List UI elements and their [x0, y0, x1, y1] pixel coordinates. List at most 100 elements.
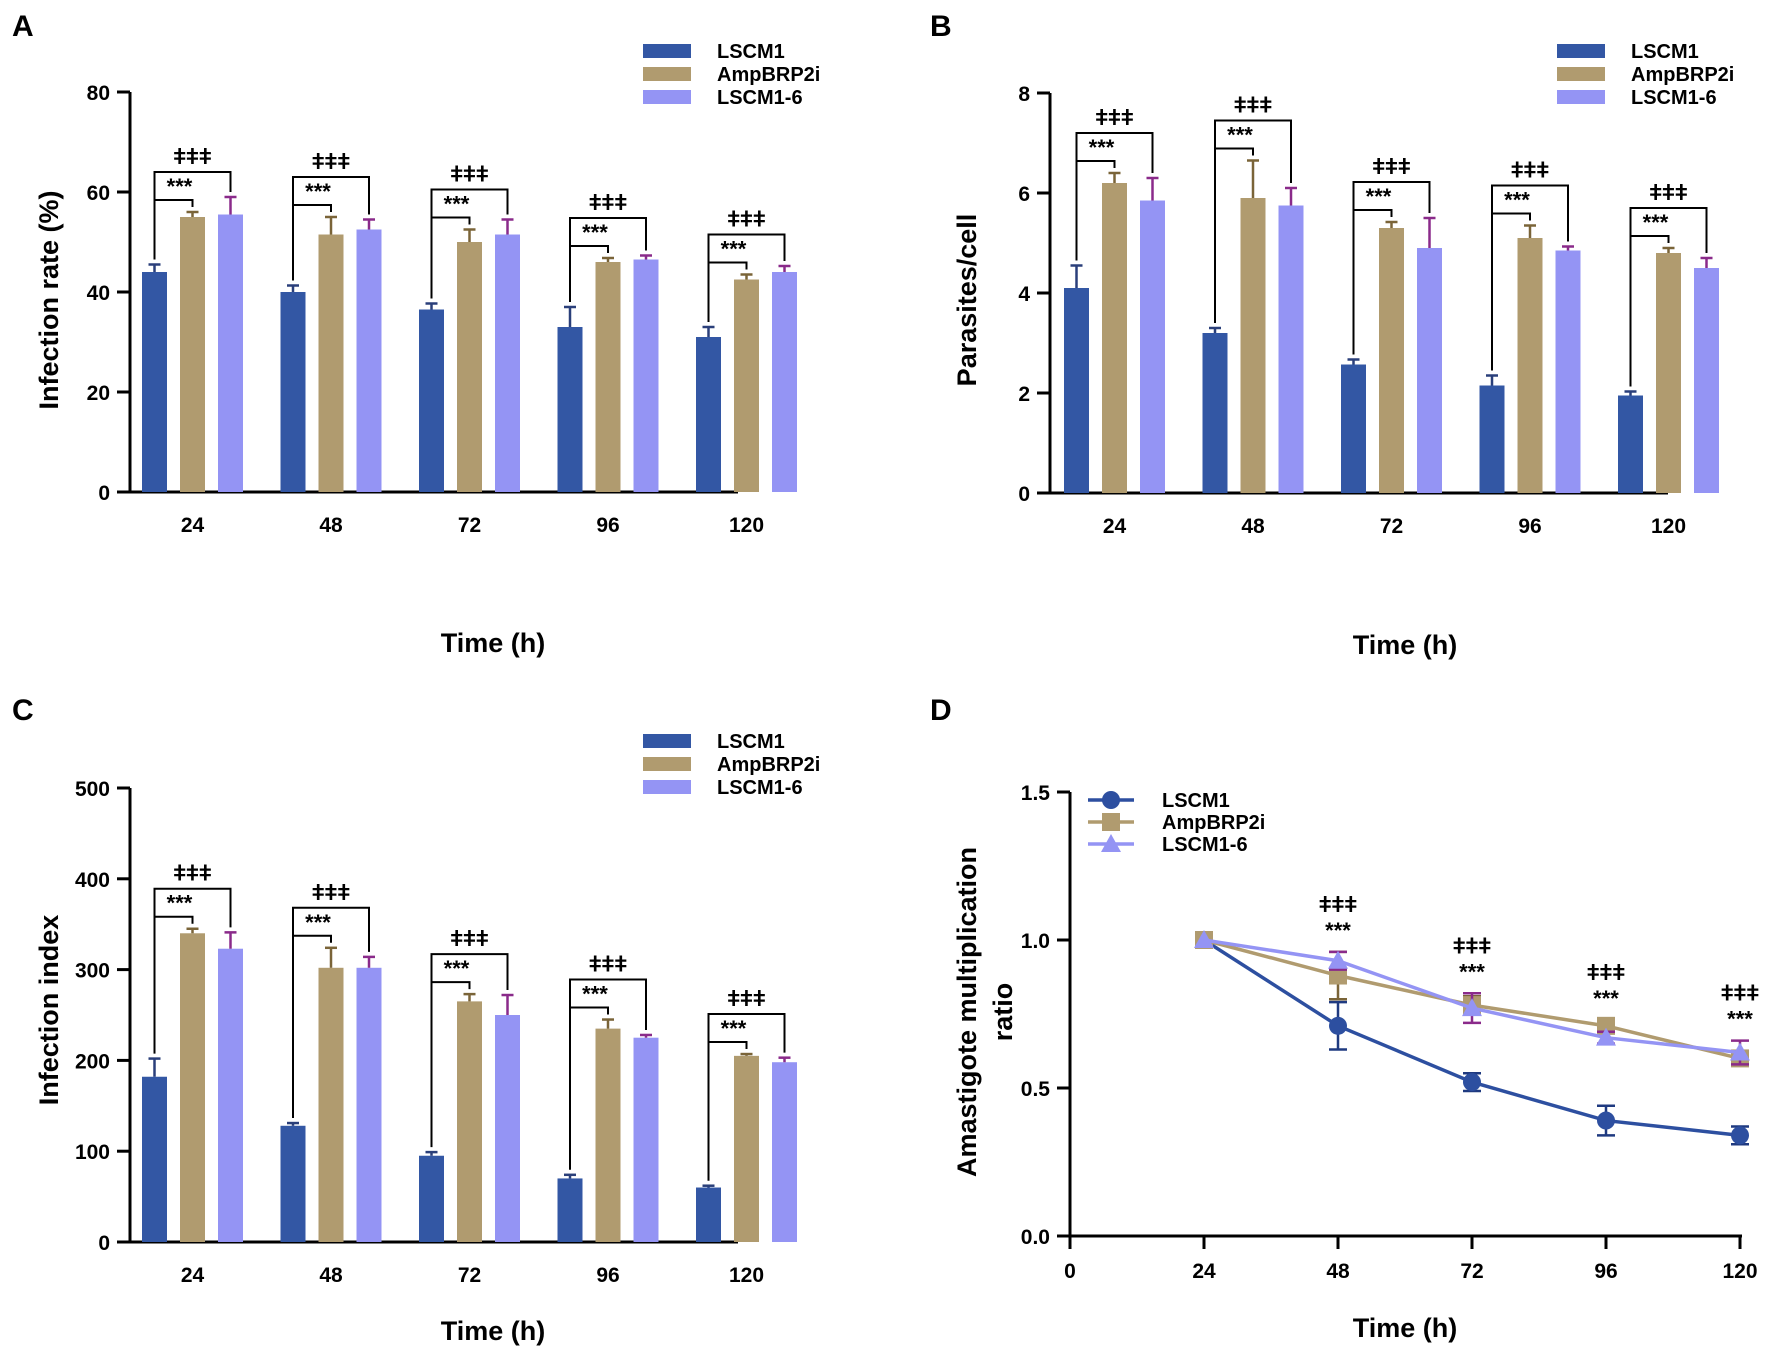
sig-marker-outer: ǂǂǂ: [589, 190, 628, 215]
x-tick-label: 48: [1326, 1260, 1350, 1283]
sig-bracket-outer: [1491, 184, 1569, 242]
y-tick-label: 500: [75, 778, 110, 801]
sig-marker-outer: ǂǂǂ: [450, 162, 489, 187]
legend-swatch-ampbrp2i: [1557, 67, 1605, 81]
sig-marker-outer: ǂǂǂ: [173, 144, 212, 169]
legend-marker: [1102, 813, 1120, 831]
x-tick-label: 48: [319, 1264, 343, 1287]
y-tick-label: 80: [87, 82, 110, 105]
sig-marker-outer: ǂǂǂ: [589, 952, 628, 977]
sig-bracket-outer: [1629, 207, 1708, 253]
sig-bracket-inner: [1352, 209, 1393, 355]
x-tick-label: 24: [1192, 1260, 1216, 1283]
sig-bracket-outer: [569, 217, 647, 251]
x-tick-label: 72: [1380, 515, 1403, 538]
y-tick-label: 0.0: [1021, 1226, 1050, 1249]
bar-lscm1-48: [280, 1125, 306, 1242]
y-tick-label: 8: [1018, 83, 1030, 106]
marker-ampbrp2i-96: [1597, 1016, 1615, 1035]
sig-bracket-inner: [153, 199, 194, 260]
sig-marker-inner: ***: [1727, 1007, 1753, 1032]
sig-marker-outer: ǂǂǂ: [1095, 105, 1134, 130]
legend-label: LSCM1-6: [1162, 834, 1248, 856]
y-tick-label: 20: [87, 382, 110, 405]
bar-lscm1-6-48: [1278, 205, 1304, 493]
y-tick-label: 0: [1018, 483, 1030, 506]
bar-ampbrp2i-72: [457, 1001, 482, 1242]
y-tick-label: 6: [1018, 183, 1030, 206]
x-tick-label: 96: [596, 1264, 619, 1287]
sig-marker-inner: ***: [721, 1016, 747, 1041]
y-tick-label: 1.0: [1021, 930, 1050, 953]
legend-swatch-ampbrp2i: [643, 757, 691, 771]
sig-bracket-outer: [1352, 181, 1431, 213]
x-tick-label: 72: [458, 1264, 481, 1287]
y-tick-label: 0.5: [1021, 1078, 1051, 1101]
y-tick-label: 4: [1018, 283, 1030, 306]
legend-label: LSCM1-6: [717, 87, 803, 109]
x-tick-label: 96: [596, 514, 619, 537]
sig-marker-outer: ǂǂǂ: [1234, 93, 1273, 118]
bar-ampbrp2i-96: [595, 1028, 621, 1242]
y-axis-title: Parasites/cell: [952, 214, 982, 387]
bar-lscm1-6-96: [633, 259, 659, 492]
panel-label: C: [12, 694, 34, 727]
sig-bracket-outer: [430, 188, 509, 218]
x-tick-label: 0: [1064, 1260, 1076, 1283]
panel-a: A 0 20 40 60 80 24 *** ǂǂǂ 48 *** ǂǂǂ 72 *** ǂǂǂ 96 *** ǂ…: [12, 10, 820, 658]
x-tick-label: 72: [1460, 1260, 1483, 1283]
legend-label: AmpBRP2i: [1162, 812, 1265, 834]
sig-marker-outer: ǂǂǂ: [1453, 933, 1492, 958]
x-tick-label: 24: [181, 1264, 205, 1287]
sig-marker-inner: ***: [721, 237, 747, 262]
sig-marker-outer: ǂǂǂ: [312, 149, 351, 174]
sig-bracket-outer: [1075, 132, 1154, 173]
bar-lscm1-6-120: [772, 1062, 797, 1242]
sig-bracket-outer: [153, 887, 232, 928]
sig-marker-inner: ***: [1366, 184, 1392, 209]
bar-lscm1-6-48: [356, 967, 382, 1242]
bar-ampbrp2i-48: [1240, 198, 1266, 493]
bar-lscm1-24: [142, 1076, 167, 1242]
panel-d: D0.00.51.01.50 24 48 72 96 120***ǂǂǂ***ǂǂǂ***…: [930, 694, 1759, 1343]
sig-marker-outer: ǂǂǂ: [1721, 981, 1760, 1006]
bar-ampbrp2i-120: [734, 1055, 759, 1242]
bar-lscm1-72: [419, 309, 444, 492]
x-tick-label: 120: [1722, 1260, 1757, 1283]
bar-lscm1-6-72: [1417, 248, 1442, 493]
legend-marker: [1101, 834, 1121, 852]
legend-swatch-ampbrp2i: [643, 67, 691, 81]
x-tick-label: 72: [458, 514, 481, 537]
sig-bracket-outer: [430, 953, 509, 991]
sig-bracket-inner: [1629, 235, 1670, 387]
sig-bracket-outer: [569, 978, 647, 1030]
x-tick-label: 48: [319, 514, 343, 537]
sig-marker-inner: ***: [1325, 918, 1351, 943]
sig-marker-outer: ǂǂǂ: [312, 880, 351, 905]
bar-ampbrp2i-24: [1102, 183, 1127, 493]
y-tick-label: 0: [98, 1232, 110, 1255]
bar-ampbrp2i-24: [180, 933, 205, 1242]
sig-bracket-outer: [292, 176, 370, 215]
marker-lscm1-6-72: [1462, 998, 1482, 1017]
sig-marker-outer: ǂǂǂ: [1319, 892, 1358, 917]
y-tick-label: 40: [87, 282, 110, 305]
x-axis-title: Time (h): [1353, 1313, 1458, 1343]
marker-lscm1-48: [1329, 1016, 1347, 1035]
x-tick-label: 48: [1241, 515, 1265, 538]
sig-marker-inner: ***: [167, 174, 193, 199]
bar-ampbrp2i-120: [734, 279, 759, 492]
sig-marker-inner: ***: [305, 910, 331, 935]
sig-marker-inner: ***: [582, 220, 608, 245]
bar-lscm1-6-72: [495, 234, 520, 492]
bar-ampbrp2i-72: [1379, 228, 1404, 493]
bar-lscm1-48: [280, 292, 306, 492]
legend-label: LSCM1: [1631, 41, 1699, 63]
legend-label: AmpBRP2i: [717, 754, 820, 776]
bar-lscm1-6-96: [633, 1037, 659, 1242]
y-tick-label: 400: [75, 869, 110, 892]
bar-lscm1-6-24: [218, 948, 243, 1242]
x-tick-label: 120: [729, 1264, 764, 1287]
sig-bracket-outer: [707, 1013, 786, 1053]
